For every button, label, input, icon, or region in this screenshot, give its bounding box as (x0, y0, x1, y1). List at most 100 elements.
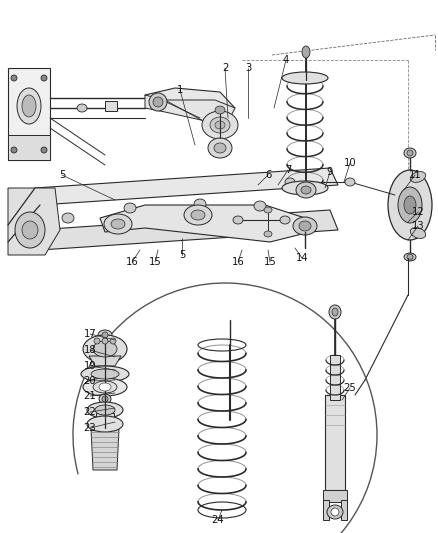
Text: 17: 17 (84, 329, 96, 339)
Text: 6: 6 (265, 170, 271, 180)
Ellipse shape (285, 178, 295, 186)
Ellipse shape (254, 201, 266, 211)
Ellipse shape (331, 508, 339, 516)
Ellipse shape (62, 213, 74, 223)
Ellipse shape (301, 186, 311, 194)
Ellipse shape (17, 88, 41, 124)
Ellipse shape (99, 394, 111, 404)
Polygon shape (89, 356, 121, 366)
Text: 13: 13 (412, 221, 424, 231)
Ellipse shape (91, 369, 119, 379)
Polygon shape (323, 500, 329, 520)
Text: 16: 16 (232, 257, 244, 267)
Ellipse shape (149, 93, 167, 111)
Ellipse shape (102, 332, 108, 338)
Ellipse shape (327, 505, 343, 519)
Text: 15: 15 (148, 257, 161, 267)
Ellipse shape (329, 305, 341, 319)
Bar (325, 395, 345, 490)
Text: 21: 21 (84, 391, 96, 401)
Text: 19: 19 (84, 361, 96, 371)
Text: 1: 1 (177, 85, 183, 95)
Polygon shape (91, 428, 119, 470)
Polygon shape (145, 88, 235, 118)
Ellipse shape (102, 338, 108, 344)
Ellipse shape (202, 111, 238, 139)
Ellipse shape (93, 381, 117, 393)
Ellipse shape (87, 416, 123, 432)
Polygon shape (323, 490, 347, 502)
Ellipse shape (22, 95, 36, 117)
Polygon shape (8, 135, 50, 160)
Text: 12: 12 (412, 207, 424, 217)
Ellipse shape (233, 216, 243, 224)
Ellipse shape (194, 199, 206, 209)
Ellipse shape (410, 172, 426, 182)
Polygon shape (330, 355, 340, 400)
Ellipse shape (404, 148, 416, 158)
Text: 9: 9 (327, 167, 333, 177)
Polygon shape (341, 500, 347, 520)
Text: 5: 5 (59, 170, 65, 180)
Text: 10: 10 (344, 158, 356, 168)
Ellipse shape (332, 308, 338, 316)
Ellipse shape (215, 106, 225, 114)
Ellipse shape (296, 182, 316, 198)
Ellipse shape (184, 205, 212, 225)
Polygon shape (8, 188, 60, 255)
Ellipse shape (102, 396, 108, 402)
Polygon shape (35, 210, 338, 250)
Ellipse shape (99, 383, 111, 391)
Text: 7: 7 (285, 165, 291, 175)
Ellipse shape (388, 170, 432, 240)
Ellipse shape (87, 402, 123, 418)
Text: 20: 20 (84, 376, 96, 386)
Polygon shape (8, 68, 50, 160)
Bar (105, 101, 117, 111)
Text: 11: 11 (409, 170, 421, 180)
Ellipse shape (293, 217, 317, 235)
Ellipse shape (214, 143, 226, 153)
Ellipse shape (93, 341, 117, 357)
Text: 4: 4 (283, 55, 289, 65)
Ellipse shape (410, 228, 426, 238)
Text: 15: 15 (264, 257, 276, 267)
Ellipse shape (407, 150, 413, 156)
Text: 18: 18 (84, 345, 96, 355)
Ellipse shape (210, 117, 230, 133)
Ellipse shape (98, 330, 112, 340)
Text: 5: 5 (179, 250, 185, 260)
Ellipse shape (264, 207, 272, 213)
Ellipse shape (11, 147, 17, 153)
Ellipse shape (404, 196, 416, 214)
Text: 14: 14 (296, 253, 308, 263)
Ellipse shape (302, 46, 310, 58)
Ellipse shape (104, 214, 132, 234)
Polygon shape (35, 168, 338, 205)
Ellipse shape (41, 147, 47, 153)
Ellipse shape (81, 366, 129, 382)
Ellipse shape (41, 75, 47, 81)
Text: 24: 24 (212, 515, 224, 525)
Polygon shape (145, 95, 235, 122)
Ellipse shape (153, 97, 163, 107)
Ellipse shape (110, 338, 116, 344)
Ellipse shape (299, 221, 311, 231)
Text: 22: 22 (84, 407, 96, 417)
Ellipse shape (95, 405, 115, 415)
Ellipse shape (77, 104, 87, 112)
Ellipse shape (111, 219, 125, 229)
Polygon shape (100, 205, 310, 242)
Ellipse shape (208, 138, 232, 158)
Ellipse shape (15, 212, 45, 248)
Ellipse shape (22, 221, 38, 239)
Ellipse shape (215, 121, 225, 129)
Text: 25: 25 (344, 383, 357, 393)
Ellipse shape (280, 216, 290, 224)
Ellipse shape (398, 187, 422, 223)
Ellipse shape (264, 231, 272, 237)
Bar (96, 413, 114, 423)
Ellipse shape (282, 72, 328, 84)
Ellipse shape (124, 203, 136, 213)
Text: 23: 23 (84, 423, 96, 433)
